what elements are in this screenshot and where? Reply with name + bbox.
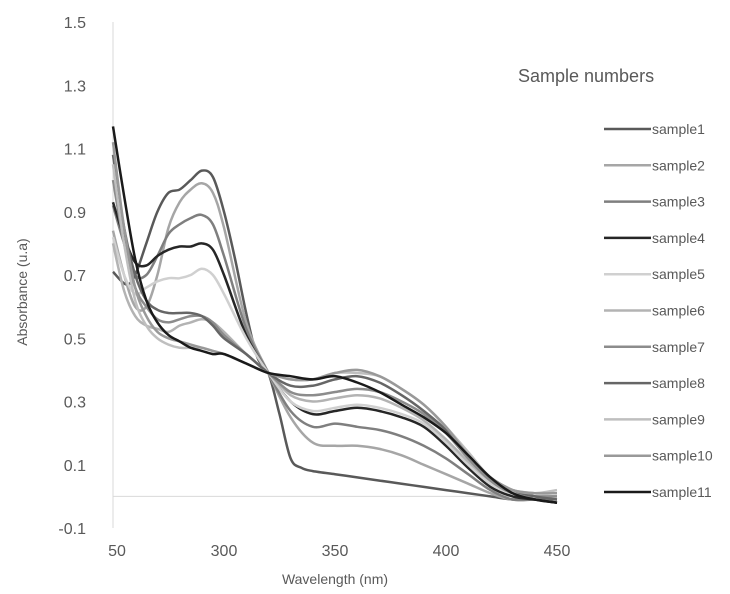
legend-label-sample3: sample3 <box>652 194 705 210</box>
x-tick-label: 300 <box>211 543 238 560</box>
x-tick-label: 400 <box>433 543 460 560</box>
y-tick-label: 1.5 <box>64 15 86 32</box>
y-tick-label: -0.1 <box>58 521 86 538</box>
y-axis-ticks: -0.1 0.1 0.3 0.5 0.7 0.9 1.1 1.3 1.5 <box>58 15 86 538</box>
series-line-sample11 <box>111 126 558 504</box>
y-axis-title: Absorbance (u.a) <box>14 238 30 345</box>
legend: Sample numbers sample1 sample2 sample3 samp… <box>518 66 713 500</box>
legend-label-sample6: sample6 <box>652 303 705 319</box>
legend-label-sample9: sample9 <box>652 411 705 427</box>
legend-label-sample1: sample1 <box>652 121 705 137</box>
x-axis-ticks: 50 300 350 400 450 <box>108 543 570 560</box>
series-line-sample5 <box>111 236 557 496</box>
legend-label-sample11: sample11 <box>652 484 712 500</box>
x-tick-label: 450 <box>544 543 571 560</box>
series-line-sample6 <box>111 243 558 495</box>
series-line-sample3 <box>111 205 557 502</box>
series-line-sample4 <box>111 201 558 504</box>
legend-label-sample7: sample7 <box>652 339 705 355</box>
y-tick-label: 1.1 <box>64 142 86 159</box>
legend-label-sample2: sample2 <box>652 157 705 173</box>
series-line-sample1 <box>112 169 558 504</box>
y-tick-label: 0.5 <box>64 331 86 348</box>
x-axis-title: Wavelength (nm) <box>282 571 388 587</box>
y-tick-label: 1.3 <box>64 78 86 95</box>
y-tick-label: 0.7 <box>64 268 86 285</box>
series-line-sample10 <box>111 142 558 495</box>
series-line-sample9 <box>111 164 558 495</box>
y-tick-label: 0.9 <box>64 205 86 222</box>
legend-label-sample10: sample10 <box>652 448 713 464</box>
legend-title: Sample numbers <box>518 66 654 86</box>
legend-label-sample5: sample5 <box>652 266 705 282</box>
x-tick-label: 50 <box>108 543 126 560</box>
series-lines <box>111 126 558 504</box>
legend-label-sample4: sample4 <box>652 230 705 246</box>
series-line-sample7 <box>111 179 558 498</box>
y-tick-label: 0.3 <box>64 395 86 412</box>
series-line-sample8 <box>111 154 558 501</box>
legend-label-sample8: sample8 <box>652 375 705 391</box>
x-tick-label: 350 <box>322 543 349 560</box>
y-tick-label: 0.1 <box>64 458 86 475</box>
